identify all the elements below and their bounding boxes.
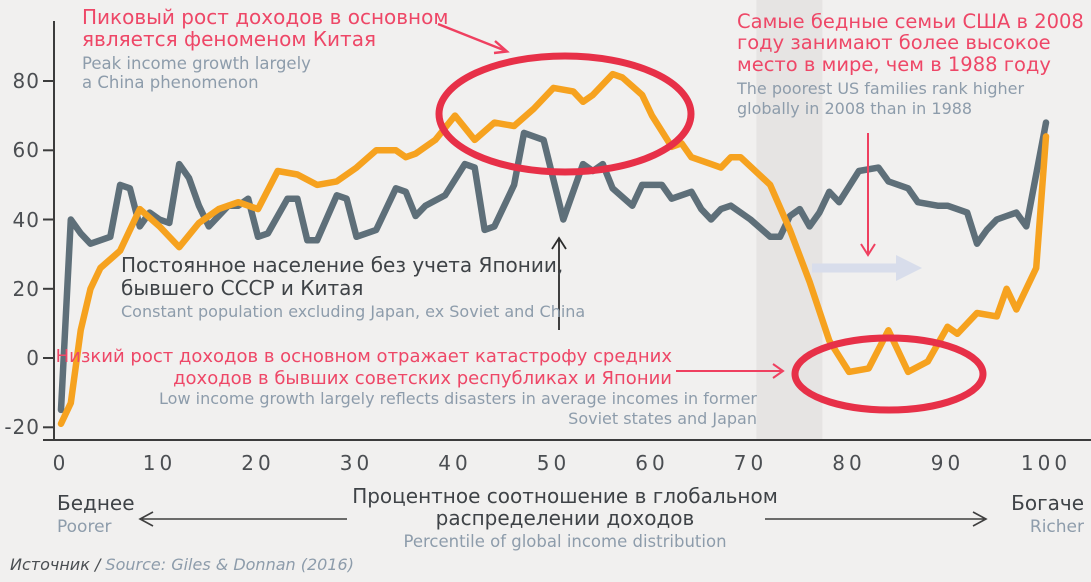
annotation-peak-ru-line1: Пиковый рост доходов в основном [82, 5, 449, 29]
annotation-us-en-line1: The poorest US families rank higher [737, 79, 1025, 99]
richer-direction-arrow [765, 511, 988, 527]
annotation-us-families: Самые бедные семьи США в 2008 году заним… [737, 11, 1089, 118]
poorer-direction-arrow [138, 511, 347, 527]
annotation-constant-en-line1: Constant population excluding Japan, ex … [121, 302, 586, 322]
source-text: Source: Giles & Donnan (2016) [100, 555, 354, 574]
x-axis-left-label-ru: Беднее [57, 491, 135, 515]
annotation-us-ru-line1: Самые бедные семьи США в 2008 [737, 10, 1084, 33]
axes-layer [43, 21, 1091, 441]
annotation-low-en-line2: Soviet states and Japan [568, 409, 757, 428]
annotation-constant-population: Постоянное население без учета Японии, б… [121, 254, 585, 321]
us-annotation-down-arrow [860, 133, 876, 257]
annotation-constant-ru-line1: Постоянное население без учета Японии, [121, 253, 564, 277]
source-caption: Источник / Source: Giles & Donnan (2016) [10, 555, 354, 574]
x-axis-left-label-en: Poorer [57, 517, 112, 537]
annotation-low-ru-line2: доходов в бывших советских республиках и… [173, 367, 672, 389]
annotation-low-growth-ru: Низкий рост доходов в основном отражает … [52, 346, 672, 390]
annotation-peak-en-line1: Peak income growth largely [82, 54, 311, 73]
annotation-low-ru-line1: Низкий рост доходов в основном отражает … [55, 346, 672, 367]
annotation-low-growth-en: Low income growth largely reflects disas… [117, 389, 757, 429]
annotation-low-en-line1: Low income growth largely reflects disas… [159, 389, 757, 408]
rank-shift-right-arrow [812, 255, 922, 281]
x-axis-title-ru-line2: в глобальном распределении доходов [435, 484, 778, 531]
peak-annotation-arrow [437, 22, 510, 55]
source-prefix: Источник / [10, 555, 101, 574]
constant-population-line [57, 119, 1050, 414]
annotation-peak-china: Пиковый рост доходов в основном является… [82, 6, 448, 93]
trough-highlight-ellipse [791, 334, 987, 414]
peak-highlight-ellipse [435, 52, 695, 176]
annotation-us-ru-line3: место в мире, чем в 1988 году [737, 52, 1051, 76]
annotation-peak-en-line2: a China phenomenon [82, 73, 259, 93]
x-axis-title: Процентное соотношение в глобальном расп… [330, 485, 800, 551]
annotation-constant-ru-line2: бывшего СССР и Китая [121, 275, 364, 300]
annotation-us-ru-line2: году занимают более высокое [737, 31, 1051, 55]
x-axis-title-ru-line1: Процентное соотношение [352, 484, 629, 508]
x-axis-right-label-ru: Богаче [1011, 491, 1084, 515]
constant-annotation-up-arrow [551, 236, 567, 330]
annotation-us-en-line2: globally in 2008 than in 1988 [737, 98, 973, 118]
x-axis-title-en: Percentile of global income distribution [403, 531, 727, 551]
trough-annotation-arrow [676, 363, 785, 379]
annotation-peak-ru-line2: является феноменом Китая [82, 27, 376, 51]
x-axis-right-label-en: Richer [1029, 517, 1084, 537]
annotation-shapes-layer [138, 22, 988, 527]
